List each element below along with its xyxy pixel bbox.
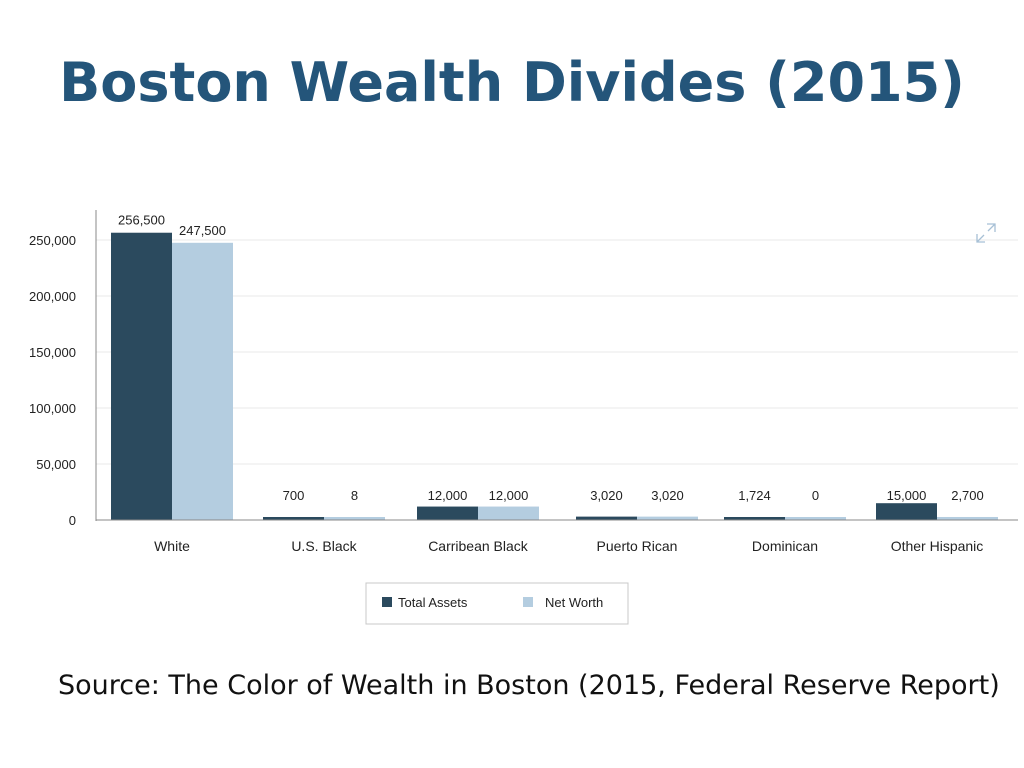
y-axis-tick-labels: 0 50,000 100,000 150,000 200,000 250,000: [29, 233, 76, 528]
data-label-total-assets: 1,724: [738, 488, 771, 503]
bars: [111, 232, 998, 521]
legend-swatch-net-worth: [523, 597, 533, 607]
x-tick-label: Puerto Rican: [597, 538, 678, 554]
bar-total-assets: [724, 517, 785, 520]
legend-box: [365, 582, 629, 625]
legend-label-total-assets: Total Assets: [398, 595, 468, 610]
y-tick-label: 50,000: [36, 457, 76, 472]
bar-net-worth: [785, 517, 846, 520]
data-label-net-worth: 3,020: [651, 488, 684, 503]
y-tick-label: 100,000: [29, 401, 76, 416]
y-tick-label: 250,000: [29, 233, 76, 248]
x-tick-label: Other Hispanic: [891, 538, 984, 554]
x-axis-tick-labels: White U.S. Black Carribean Black Puerto Ric…: [154, 538, 983, 554]
bar-total-assets: [263, 517, 324, 520]
data-label-total-assets: 256,500: [118, 213, 165, 228]
grid-lines: [96, 239, 1018, 465]
bar-net-worth: [172, 242, 233, 521]
bar-chart: 0 50,000 100,000 150,000 200,000 250,000 256,…: [29, 210, 1018, 625]
slide-title: Boston Wealth Divides (2015): [59, 51, 965, 114]
bar-total-assets: [111, 232, 172, 520]
bar-total-assets: [876, 503, 937, 520]
expand-icon-stroke: [976, 223, 996, 243]
data-label-net-worth: 247,500: [179, 223, 226, 238]
y-tick-label: 200,000: [29, 289, 76, 304]
legend-swatch-total-assets: [382, 597, 392, 607]
data-label-total-assets: 3,020: [590, 488, 623, 503]
y-tick-label: 150,000: [29, 345, 76, 360]
data-label-net-worth: 2,700: [951, 488, 984, 503]
y-tick-label: 0: [69, 513, 76, 528]
x-tick-label: White: [154, 538, 190, 554]
expand-icon[interactable]: [976, 223, 996, 243]
x-tick-label: Dominican: [752, 538, 818, 554]
legend-label-net-worth: Net Worth: [545, 595, 603, 610]
data-label-total-assets: 15,000: [887, 488, 927, 503]
bar-net-worth: [324, 517, 385, 520]
bar-total-assets: [576, 516, 637, 520]
source-citation: Source: The Color of Wealth in Boston (2…: [58, 670, 1000, 701]
data-label-net-worth: 0: [812, 488, 819, 503]
data-label-net-worth: 8: [351, 488, 358, 503]
data-label-net-worth: 12,000: [489, 488, 529, 503]
bar-net-worth: [637, 516, 698, 520]
data-label-total-assets: 12,000: [428, 488, 468, 503]
x-tick-label: U.S. Black: [291, 538, 357, 554]
data-labels: 256,500 247,500 700 8 12,000 12,000 3,020 3,020…: [118, 213, 984, 503]
x-tick-label: Carribean Black: [428, 538, 529, 554]
data-label-total-assets: 700: [283, 488, 305, 503]
bar-net-worth: [937, 516, 998, 520]
chart-legend: Total Assets Net Worth: [365, 582, 629, 625]
bar-net-worth: [478, 506, 539, 520]
bar-total-assets: [417, 506, 478, 520]
